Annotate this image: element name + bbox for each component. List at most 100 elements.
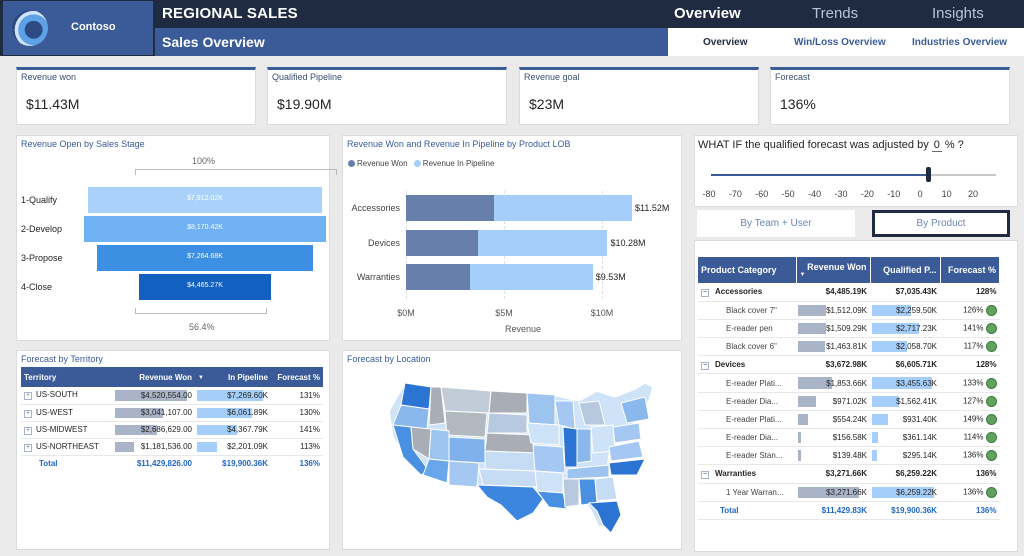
funnel-bar[interactable]: $7,912.02K xyxy=(87,187,323,213)
state-mississippi[interactable] xyxy=(562,478,580,508)
forecast-pct-cell: 130% xyxy=(271,404,323,422)
state-kansas[interactable] xyxy=(484,450,536,472)
state-georgia[interactable] xyxy=(594,476,618,502)
kpi-card-revenue-goal: Revenue goal $23M xyxy=(519,67,759,125)
tab-trends[interactable]: Trends xyxy=(812,5,859,22)
whatif-suffix: % ? xyxy=(944,139,964,151)
state-idaho[interactable] xyxy=(428,386,446,426)
table-row[interactable]: E-reader Plati... $554.24K $931.40K 149% xyxy=(698,410,1000,430)
territory-panel[interactable]: Forecast by Territory Territory Revenue … xyxy=(16,350,330,550)
table-row[interactable]: E-reader Dia... $156.58K $361.14K 114% xyxy=(698,428,1000,448)
funnel-bar[interactable]: $4,465.27K xyxy=(138,274,272,300)
bar-revenue-won[interactable] xyxy=(406,230,478,256)
state-florida[interactable] xyxy=(587,500,622,534)
state-michigan[interactable] xyxy=(578,400,606,426)
state-pennsylvania[interactable] xyxy=(612,422,642,444)
map-panel[interactable]: Forecast by Location xyxy=(342,350,682,550)
tab-insights[interactable]: Insights xyxy=(932,5,984,22)
state-south-dakota[interactable] xyxy=(486,412,528,434)
state-texas[interactable] xyxy=(475,484,544,522)
product-table-panel[interactable]: Product Category Revenue Won ▼ Qualified … xyxy=(694,240,1018,552)
state-north-dakota[interactable] xyxy=(488,390,528,414)
col-header-qualified-pipeline[interactable]: Qualified P... xyxy=(870,257,941,283)
state-virginia[interactable] xyxy=(608,440,644,462)
state-utah[interactable] xyxy=(428,428,450,462)
expand-icon[interactable]: + xyxy=(24,392,32,401)
state-new-mexico[interactable] xyxy=(448,460,480,488)
lob-chart-panel[interactable]: Revenue Won and Revenue In Pipeline by P… xyxy=(342,135,682,341)
state-washington[interactable] xyxy=(400,382,432,410)
state-alabama[interactable] xyxy=(578,478,598,506)
whatif-slider-handle[interactable] xyxy=(926,167,931,182)
total-pipeline: $19,900.36K xyxy=(222,459,268,469)
bar-revenue-won[interactable] xyxy=(406,264,471,290)
kpi-card-revenue-won: Revenue won $11.43M xyxy=(16,67,256,125)
funnel-bar[interactable]: $7,264.68K xyxy=(97,245,313,271)
whatif-value-input[interactable]: 0 xyxy=(931,139,942,152)
us-map[interactable] xyxy=(383,375,683,540)
bar-revenue-won[interactable] xyxy=(406,195,494,221)
toggle-by-team-user[interactable]: By Team + User xyxy=(697,210,855,237)
bar-revenue-pipeline[interactable] xyxy=(477,230,608,256)
subtab-win-loss-overview[interactable]: Win/Loss Overview xyxy=(794,37,886,48)
table-row[interactable]: E-reader pen $1,509.29K $2,717.23K 141% xyxy=(698,319,1000,339)
databar xyxy=(872,486,934,498)
table-row[interactable]: E-reader Stan... $139.48K $295.14K 136% xyxy=(698,446,1000,466)
databar xyxy=(872,413,889,425)
table-row[interactable]: Black cover 7" $1,512.09K $2,259.50K 126% xyxy=(698,301,1000,320)
table-row[interactable]: 1 Year Warran... $3,271.66K $6,259.22K 136% xyxy=(698,483,1000,502)
table-row[interactable]: + US-WEST $3,041,107.00 $6,061.89K 130% xyxy=(21,404,323,422)
col-header-revenue-won[interactable]: Revenue Won ▼ xyxy=(796,257,871,283)
collapse-icon[interactable]: − xyxy=(701,361,709,370)
group-row[interactable]: − Accessories $4,485.19K $7,035.43K 128% xyxy=(698,283,1000,302)
state-missouri[interactable] xyxy=(532,444,566,474)
state-north-carolina[interactable] xyxy=(608,458,646,476)
table-row[interactable]: Black cover 6" $1,463.81K $2,058.70K 117% xyxy=(698,337,1000,357)
expand-icon[interactable]: + xyxy=(24,426,32,435)
state-montana[interactable] xyxy=(440,386,492,414)
tab-overview[interactable]: Overview xyxy=(674,5,741,22)
databar xyxy=(872,432,879,444)
state-nebraska[interactable] xyxy=(484,432,536,454)
subtab-industries-overview[interactable]: Industries Overview xyxy=(912,37,1008,48)
state-wyoming[interactable] xyxy=(444,410,488,438)
collapse-icon[interactable]: − xyxy=(701,470,709,479)
col-header-product-category[interactable]: Product Category xyxy=(698,257,797,283)
bar-revenue-pipeline[interactable] xyxy=(494,195,632,221)
col-header-forecast-pct[interactable]: Forecast % xyxy=(940,257,1000,283)
col-header-revenue-won[interactable]: Revenue Won xyxy=(113,367,195,387)
slider-tick-label: -20 xyxy=(860,189,874,199)
kpi-value: $11.43M xyxy=(26,96,80,112)
state-iowa[interactable] xyxy=(526,422,560,446)
table-row[interactable]: E-reader Dia... $971.02K $1,562.41K 127% xyxy=(698,392,1000,411)
table-row[interactable]: E-reader Plati... $1,853.66K $3,455.63K 133… xyxy=(698,373,1000,393)
col-header-territory[interactable]: Territory xyxy=(21,367,113,387)
state-indiana[interactable] xyxy=(576,428,592,464)
state-oklahoma[interactable] xyxy=(478,468,538,488)
state-new-york[interactable] xyxy=(620,396,650,424)
expand-icon[interactable]: + xyxy=(24,443,32,452)
toggle-by-product[interactable]: By Product xyxy=(872,210,1010,237)
whatif-label: WHAT IF the qualified forecast was adjus… xyxy=(698,139,964,152)
col-header-in-pipeline[interactable]: ▼ In Pipeline xyxy=(195,367,271,387)
state-arkansas[interactable] xyxy=(534,470,564,494)
state-louisiana[interactable] xyxy=(535,490,568,510)
forecast-pct-cell: 113% xyxy=(271,438,323,456)
state-arizona[interactable] xyxy=(422,458,450,484)
state-illinois[interactable] xyxy=(562,426,578,468)
bar-revenue-pipeline[interactable] xyxy=(470,264,593,290)
state-colorado[interactable] xyxy=(448,436,486,464)
slider-tick-label: 0 xyxy=(917,189,923,199)
col-header-forecast-pct[interactable]: Forecast % xyxy=(271,367,323,387)
subtab-overview[interactable]: Overview xyxy=(703,37,748,48)
state-minnesota[interactable] xyxy=(526,392,556,426)
table-row[interactable]: + US-NORTHEAST $1,181,536.00 $2,201.09K 113% xyxy=(21,438,323,456)
funnel-bar[interactable]: $8,170.42K xyxy=(84,216,326,242)
funnel-chart-panel[interactable]: Revenue Open by Sales Stage 100% 56.4% 1… xyxy=(16,135,337,341)
group-row[interactable]: − Devices $3,672.98K $6,605.71K 128% xyxy=(698,355,1000,375)
group-row[interactable]: − Warranties $3,271.66K $6,259.22K 136% xyxy=(698,464,1000,484)
expand-icon[interactable]: + xyxy=(24,409,32,418)
table-row[interactable]: + US-SOUTH $4,520,554.00 $7,269.60K 131% xyxy=(21,387,323,405)
collapse-icon[interactable]: − xyxy=(701,288,709,297)
table-row[interactable]: + US-MIDWEST $2,686,629.00 $4,367.79K 141% xyxy=(21,421,323,439)
